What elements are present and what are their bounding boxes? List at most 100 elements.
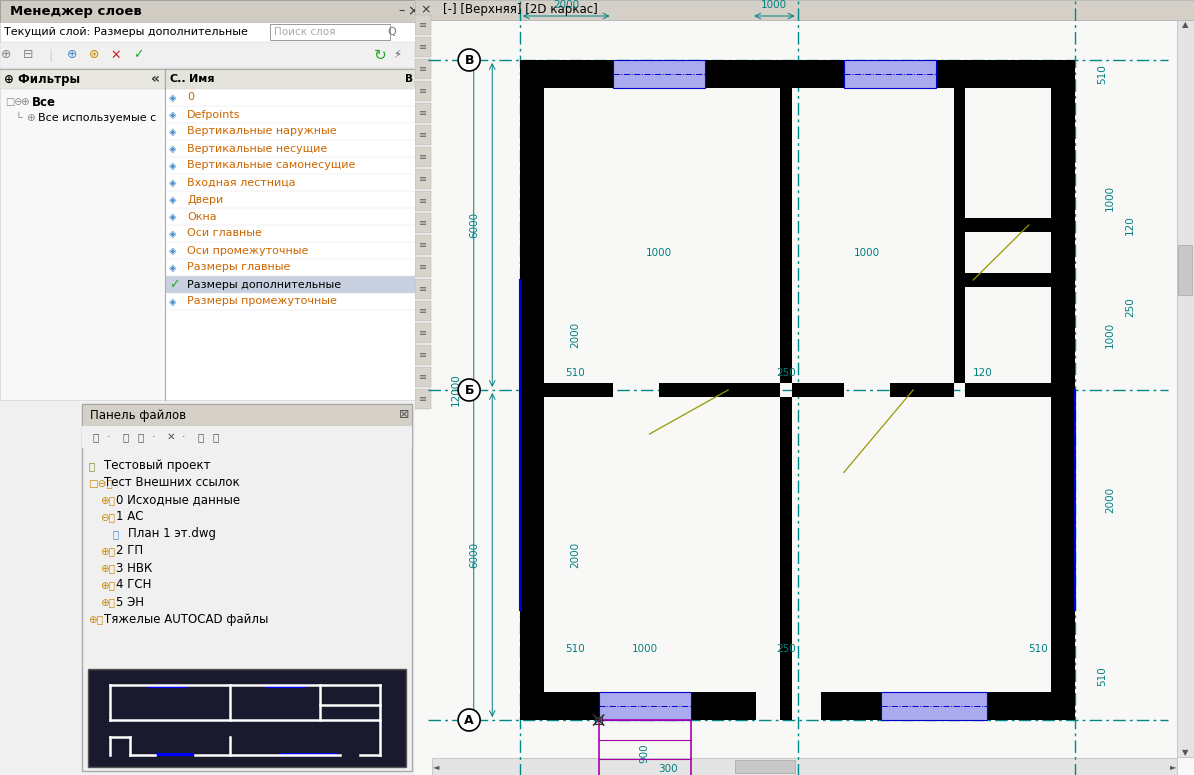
- Text: Defpoints: Defpoints: [187, 109, 240, 119]
- Text: ⊕: ⊕: [20, 97, 29, 107]
- Text: 📄: 📄: [122, 432, 128, 442]
- Bar: [1052, 583, 1075, 720]
- Text: Имя: Имя: [189, 74, 215, 84]
- Text: ≡: ≡: [419, 42, 427, 52]
- Text: ◈: ◈: [170, 92, 177, 102]
- Bar: [792, 383, 844, 397]
- Text: 6000: 6000: [469, 542, 479, 568]
- Bar: [543, 692, 598, 720]
- Text: ⊖📁: ⊖📁: [100, 512, 115, 522]
- Text: ✕: ✕: [167, 432, 176, 442]
- Text: С..: С..: [170, 74, 185, 84]
- Bar: [165, 69, 416, 89]
- Text: ·: ·: [181, 432, 185, 442]
- Text: 0 Исходные данные: 0 Исходные данные: [116, 494, 240, 507]
- Text: 4 ГСН: 4 ГСН: [116, 578, 152, 591]
- Bar: [691, 692, 756, 720]
- Text: Все используемые с: Все используемые с: [38, 113, 156, 123]
- Text: ◈: ◈: [170, 263, 177, 273]
- Text: ⊕📁: ⊕📁: [88, 614, 103, 624]
- Bar: [416, 235, 431, 255]
- Bar: [416, 37, 431, 57]
- Text: 1000: 1000: [632, 643, 658, 653]
- Text: ⊟: ⊟: [23, 49, 33, 61]
- Text: |: |: [48, 49, 53, 61]
- Text: ▲: ▲: [1182, 20, 1188, 29]
- Text: 2000: 2000: [553, 0, 579, 10]
- Text: ⊕📁: ⊕📁: [100, 580, 115, 590]
- Text: Размеры дополнительные: Размеры дополнительные: [187, 280, 341, 290]
- Bar: [155, 753, 193, 756]
- Bar: [416, 81, 431, 101]
- Circle shape: [458, 379, 480, 401]
- Text: ↻: ↻: [374, 47, 387, 63]
- Text: 2 ГП: 2 ГП: [116, 545, 143, 557]
- Text: В: В: [464, 53, 474, 67]
- Bar: [270, 24, 390, 40]
- Bar: [613, 60, 704, 88]
- Text: ×: ×: [420, 4, 431, 16]
- Text: ≡: ≡: [419, 108, 427, 118]
- Text: ▼: ▼: [1182, 749, 1188, 757]
- Text: Менеджер слоев: Менеджер слоев: [10, 5, 142, 18]
- Bar: [416, 345, 431, 365]
- Bar: [416, 15, 431, 35]
- Text: ×: ×: [407, 4, 419, 18]
- Bar: [416, 279, 431, 299]
- Bar: [416, 213, 431, 233]
- Text: Тест Внешних ссылок: Тест Внешних ссылок: [104, 477, 240, 490]
- Bar: [521, 88, 543, 610]
- Text: 250: 250: [776, 368, 796, 378]
- Bar: [890, 383, 954, 397]
- Text: ◈: ◈: [170, 160, 177, 170]
- Bar: [265, 685, 304, 688]
- Bar: [82, 426, 412, 448]
- Text: ≡: ≡: [419, 20, 427, 30]
- Bar: [598, 692, 691, 720]
- Text: 2000: 2000: [571, 322, 580, 348]
- Text: 510: 510: [566, 368, 585, 378]
- Text: ·: ·: [152, 432, 155, 442]
- Bar: [0, 42, 416, 68]
- Text: □⊖📁: □⊖📁: [88, 478, 112, 488]
- Text: 900: 900: [640, 743, 650, 763]
- Bar: [0, 0, 416, 22]
- Text: 510: 510: [1097, 666, 1107, 686]
- Bar: [954, 88, 965, 383]
- Text: 0: 0: [187, 92, 193, 102]
- Bar: [416, 0, 1194, 20]
- Text: 3 НВК: 3 НВК: [116, 562, 153, 574]
- Text: 💾: 💾: [197, 432, 203, 442]
- Text: 12000: 12000: [451, 374, 461, 406]
- Text: 510: 510: [566, 643, 585, 653]
- Text: ≡: ≡: [419, 86, 427, 96]
- Text: В: В: [405, 74, 413, 84]
- Text: ◈: ◈: [170, 195, 177, 205]
- Text: ⊕ Фильтры: ⊕ Фильтры: [4, 73, 80, 85]
- Text: 250: 250: [776, 643, 796, 653]
- Bar: [965, 383, 1052, 397]
- Text: Б: Б: [464, 384, 474, 397]
- Bar: [736, 760, 795, 773]
- Text: Оси главные: Оси главные: [187, 229, 261, 239]
- Text: ≡: ≡: [419, 196, 427, 206]
- Bar: [165, 276, 416, 293]
- Text: 🏗: 🏗: [88, 461, 94, 471]
- Text: ≡: ≡: [419, 372, 427, 382]
- Bar: [521, 60, 1075, 88]
- Text: ⊕📁: ⊕📁: [100, 597, 115, 607]
- Text: 1000: 1000: [646, 247, 672, 257]
- Bar: [987, 692, 1052, 720]
- Bar: [0, 22, 416, 42]
- Text: 250: 250: [1125, 298, 1135, 318]
- Text: ►: ►: [1170, 763, 1176, 771]
- Text: ≡: ≡: [419, 284, 427, 294]
- Text: 510: 510: [1028, 643, 1048, 653]
- Text: Тяжелые AUTOCAD файлы: Тяжелые AUTOCAD файлы: [104, 612, 269, 625]
- Bar: [148, 685, 187, 688]
- Text: [-] [Верхняя] [2D каркас]: [-] [Верхняя] [2D каркас]: [443, 4, 598, 16]
- Text: 6000: 6000: [469, 212, 479, 238]
- Text: ≡: ≡: [419, 130, 427, 140]
- Bar: [780, 88, 792, 383]
- Text: ✓: ✓: [170, 278, 179, 291]
